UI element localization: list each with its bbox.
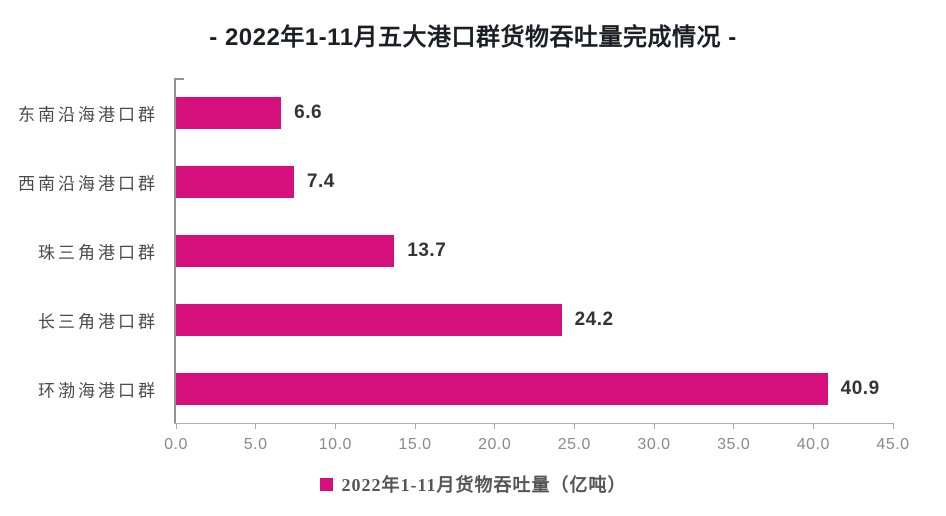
x-axis-tick xyxy=(812,423,814,429)
x-axis-tick xyxy=(414,423,416,429)
x-axis-tick-label: 15.0 xyxy=(398,436,432,453)
bar xyxy=(176,96,282,129)
x-axis-tick-label: 45.0 xyxy=(876,436,910,453)
x-axis-tick-label: 25.0 xyxy=(557,436,591,453)
category-label: 长三角港口群 xyxy=(38,312,158,331)
bar-value-label: 24.2 xyxy=(574,308,614,330)
bar xyxy=(176,234,395,267)
x-axis-tick xyxy=(494,423,496,429)
bar xyxy=(176,165,294,198)
x-axis-tick xyxy=(653,423,655,429)
bar-value-label: 13.7 xyxy=(407,239,447,261)
chart-title: - 2022年1-11月五大港口群货物吞吐量完成情况 - xyxy=(209,24,737,51)
x-axis-tick xyxy=(733,423,735,429)
legend-swatch-icon xyxy=(319,477,333,491)
bar-value-label: 6.6 xyxy=(294,101,323,123)
category-label: 环渤海港口群 xyxy=(38,381,158,400)
category-label: 东南沿海港口群 xyxy=(18,105,158,124)
x-axis-tick xyxy=(255,423,257,429)
bar-value-label: 7.4 xyxy=(306,170,335,192)
x-axis-tick-label: 35.0 xyxy=(717,436,751,453)
x-axis-tick xyxy=(573,423,575,429)
category-label: 珠三角港口群 xyxy=(38,243,158,262)
x-axis-tick-label: 30.0 xyxy=(637,436,671,453)
legend: 2022年1-11月货物吞吐量（亿吨） xyxy=(0,471,946,497)
legend-label: 2022年1-11月货物吞吐量（亿吨） xyxy=(341,475,627,495)
x-axis-tick-label: 20.0 xyxy=(478,436,512,453)
x-axis-tick xyxy=(892,423,894,429)
x-axis-line xyxy=(174,423,893,424)
bar xyxy=(176,372,828,405)
x-axis-tick-label: 0.0 xyxy=(164,436,188,453)
x-axis-tick-label: 40.0 xyxy=(796,436,830,453)
x-axis-tick-label: 5.0 xyxy=(243,436,268,453)
y-axis-line xyxy=(174,78,176,424)
category-label: 西南沿海港口群 xyxy=(18,174,158,193)
y-axis-top-tick xyxy=(174,78,184,80)
bar xyxy=(176,303,562,336)
bar-value-label: 40.9 xyxy=(840,377,880,399)
x-axis-tick xyxy=(175,423,177,429)
x-axis-tick xyxy=(334,423,336,429)
x-axis-tick-label: 10.0 xyxy=(318,436,352,453)
